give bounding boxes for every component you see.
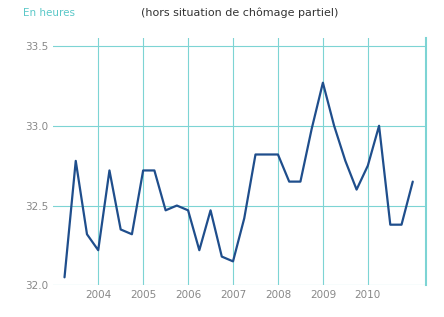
Text: En heures: En heures bbox=[24, 8, 75, 18]
Text: (hors situation de chômage partiel): (hors situation de chômage partiel) bbox=[141, 8, 338, 18]
